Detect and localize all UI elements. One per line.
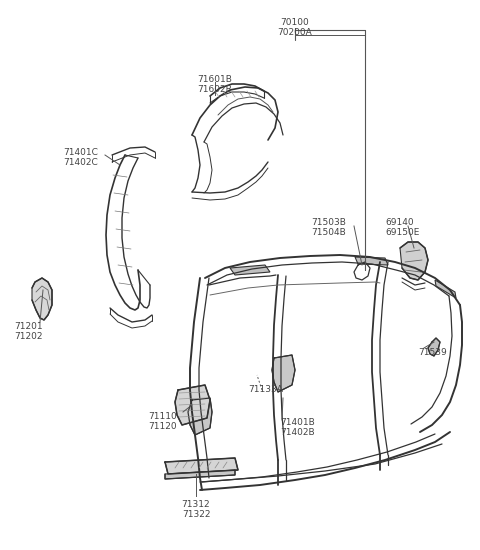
Polygon shape bbox=[175, 385, 210, 425]
Polygon shape bbox=[400, 242, 428, 280]
Polygon shape bbox=[435, 280, 456, 298]
Text: 71401C
71402C: 71401C 71402C bbox=[63, 148, 98, 167]
Polygon shape bbox=[32, 278, 52, 320]
Polygon shape bbox=[230, 265, 270, 275]
Text: 71133A: 71133A bbox=[248, 385, 283, 394]
Text: 71201
71202: 71201 71202 bbox=[14, 322, 43, 342]
Text: 71503B
71504B: 71503B 71504B bbox=[311, 218, 346, 238]
Text: 70100
70200A: 70100 70200A bbox=[277, 18, 312, 37]
Polygon shape bbox=[188, 398, 212, 435]
Polygon shape bbox=[355, 257, 388, 265]
Text: 71601B
71602B: 71601B 71602B bbox=[197, 75, 232, 95]
Text: 71312
71322: 71312 71322 bbox=[182, 500, 210, 519]
Polygon shape bbox=[428, 338, 440, 356]
Text: 71539: 71539 bbox=[418, 348, 447, 357]
Polygon shape bbox=[272, 355, 295, 392]
Text: 71110
71120: 71110 71120 bbox=[148, 412, 177, 431]
Text: 71401B
71402B: 71401B 71402B bbox=[280, 418, 315, 437]
Polygon shape bbox=[165, 470, 235, 479]
Text: 69140
69150E: 69140 69150E bbox=[385, 218, 420, 238]
Polygon shape bbox=[165, 458, 238, 474]
